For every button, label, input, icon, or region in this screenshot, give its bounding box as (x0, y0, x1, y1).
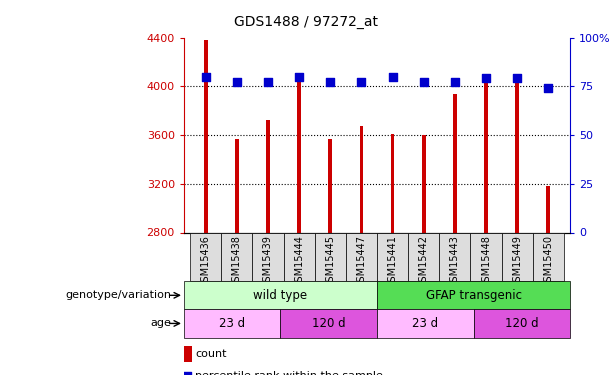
Text: GSM15444: GSM15444 (294, 235, 304, 288)
Bar (390, 134, 394, 232)
Bar (190, 232, 221, 281)
Bar (184, 309, 281, 338)
Text: percentile rank within the sample: percentile rank within the sample (196, 371, 383, 375)
Text: GSM15443: GSM15443 (450, 235, 460, 288)
Point (294, 74, 304, 80)
Bar (221, 232, 253, 281)
Point (326, 80, 335, 86)
Bar (184, 346, 192, 362)
Text: 23 d: 23 d (412, 317, 438, 330)
Bar (516, 80, 519, 232)
Bar (474, 309, 570, 338)
Bar (297, 79, 301, 232)
Bar (204, 40, 208, 232)
Bar (360, 126, 364, 232)
Text: GSM15447: GSM15447 (356, 235, 367, 288)
Bar (266, 120, 270, 232)
Bar (501, 232, 533, 281)
Text: 23 d: 23 d (219, 317, 245, 330)
Point (419, 80, 428, 86)
Bar (484, 79, 488, 232)
Text: GSM15436: GSM15436 (200, 235, 211, 288)
Bar (184, 281, 377, 309)
Text: GSM15441: GSM15441 (387, 235, 398, 288)
Point (481, 75, 491, 81)
Text: GFAP transgenic: GFAP transgenic (425, 289, 522, 302)
Text: 120 d: 120 d (505, 317, 539, 330)
Point (263, 80, 273, 86)
Text: wild type: wild type (253, 289, 308, 302)
Bar (546, 186, 550, 232)
Point (543, 85, 553, 91)
Bar (235, 139, 238, 232)
Bar (408, 232, 440, 281)
Bar (377, 281, 570, 309)
Bar (281, 309, 377, 338)
Bar (377, 309, 474, 338)
Point (450, 80, 460, 86)
Text: GSM15449: GSM15449 (512, 235, 522, 288)
Point (387, 74, 397, 80)
Bar (377, 232, 408, 281)
Text: GSM15438: GSM15438 (232, 235, 242, 288)
Text: GSM15445: GSM15445 (326, 235, 335, 288)
Bar (314, 232, 346, 281)
Text: count: count (196, 349, 227, 359)
Bar (422, 135, 425, 232)
Text: GSM15442: GSM15442 (419, 235, 428, 288)
Point (232, 80, 242, 86)
Bar (329, 139, 332, 232)
Bar (533, 232, 564, 281)
Point (183, 374, 192, 375)
Bar (440, 232, 470, 281)
Point (512, 75, 522, 81)
Text: 120 d: 120 d (312, 317, 346, 330)
Bar (284, 232, 314, 281)
Text: age: age (151, 318, 172, 328)
Point (201, 74, 211, 80)
Text: GDS1488 / 97272_at: GDS1488 / 97272_at (235, 15, 378, 29)
Bar (470, 232, 501, 281)
Text: genotype/variation: genotype/variation (66, 290, 172, 300)
Text: GSM15448: GSM15448 (481, 235, 491, 288)
Bar (253, 232, 284, 281)
Bar (346, 232, 377, 281)
Text: GSM15439: GSM15439 (263, 235, 273, 288)
Point (357, 80, 367, 86)
Bar (453, 94, 457, 232)
Text: GSM15450: GSM15450 (543, 235, 554, 288)
